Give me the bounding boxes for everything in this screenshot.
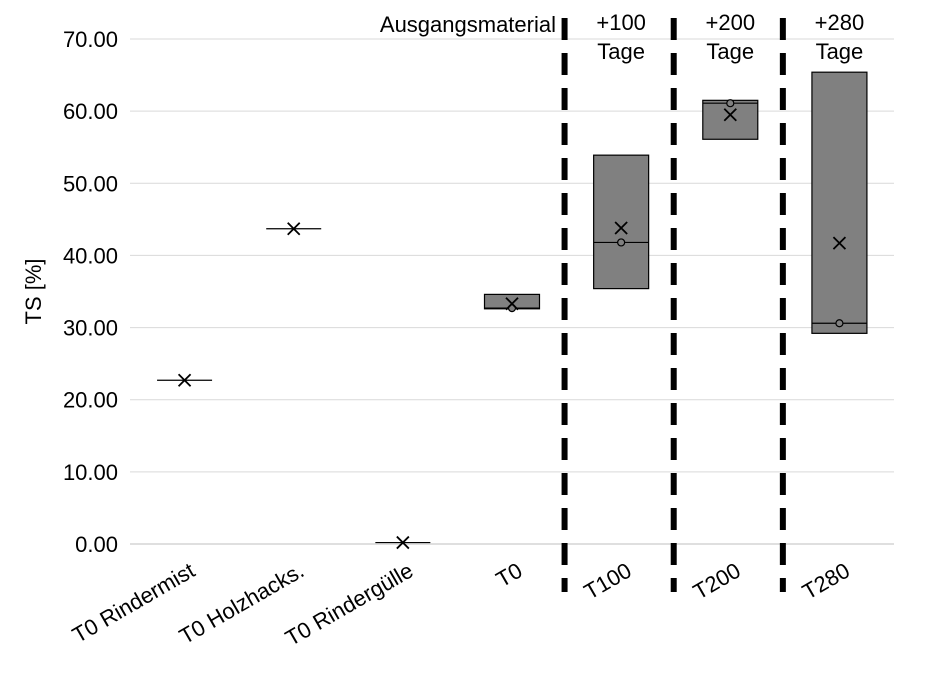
mean-marker [505, 297, 519, 311]
x-tick-label: T200 [689, 558, 745, 605]
y-tick-label: 0.00 [75, 532, 118, 557]
y-axis-label: TS [%] [21, 258, 46, 324]
x-tick-label: T0 [492, 558, 527, 592]
mean-marker [614, 221, 628, 235]
x-tick-label: T100 [580, 558, 636, 605]
data-point [617, 238, 626, 247]
annotation-label: Ausgangsmaterial [380, 12, 556, 37]
annotation-label: Tage [816, 39, 864, 64]
data-point [835, 319, 844, 328]
box [811, 71, 868, 334]
y-tick-label: 50.00 [63, 171, 118, 196]
annotation-label: +200 [706, 10, 756, 35]
mean-marker [832, 236, 847, 250]
mean-marker [177, 373, 192, 387]
annotation-label: +280 [815, 10, 865, 35]
mean-marker [723, 108, 737, 122]
y-tick-label: 30.00 [63, 316, 118, 341]
y-tick-label: 60.00 [63, 99, 118, 124]
y-tick-label: 20.00 [63, 388, 118, 413]
mean-marker [287, 222, 301, 236]
data-point [726, 99, 735, 108]
y-tick-label: 70.00 [63, 27, 118, 52]
annotation-label: Tage [597, 39, 645, 64]
x-tick-label: T280 [798, 558, 854, 605]
mean-marker [396, 535, 410, 550]
y-tick-label: 10.00 [63, 460, 118, 485]
box [593, 154, 650, 290]
annotation-label: +100 [596, 10, 646, 35]
annotation-label: Tage [706, 39, 754, 64]
y-tick-label: 40.00 [63, 243, 118, 268]
